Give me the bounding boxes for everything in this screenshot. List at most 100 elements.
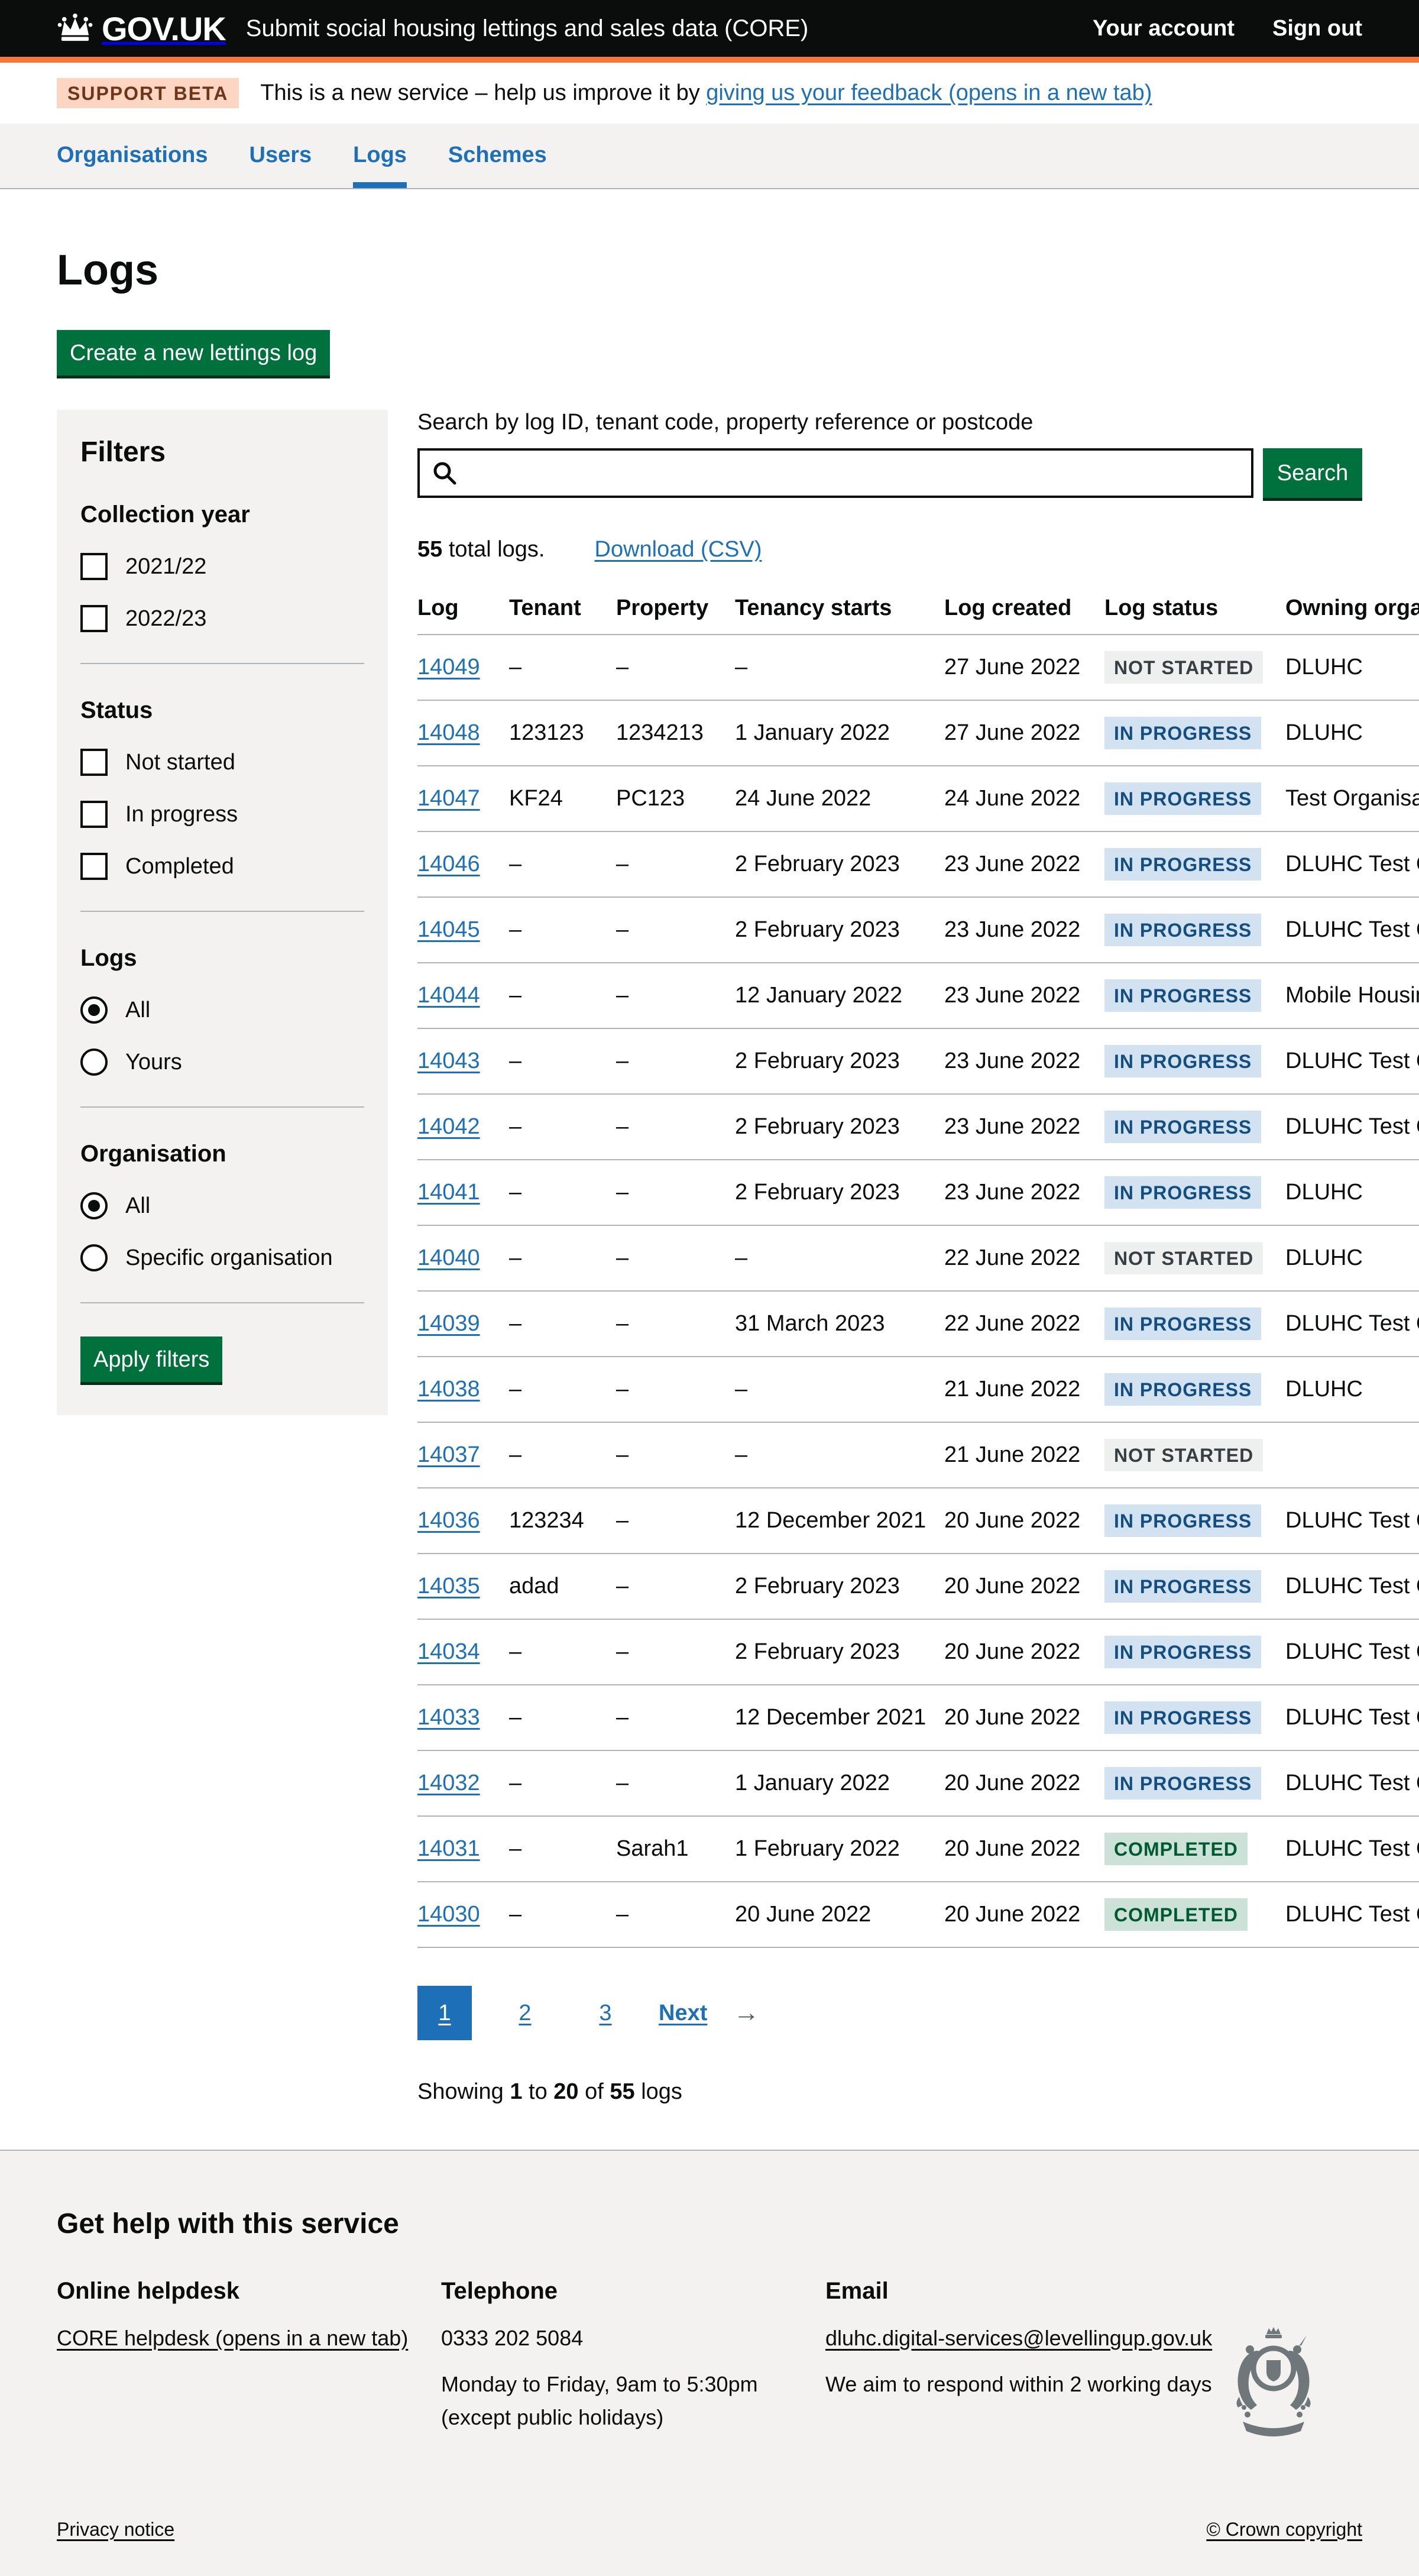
- log-id-link[interactable]: 14037: [417, 1442, 480, 1467]
- checkbox-icon[interactable]: [80, 853, 108, 880]
- pagination-page-2[interactable]: 2: [519, 2000, 532, 2025]
- checkbox-not-started[interactable]: Not started: [80, 749, 364, 776]
- property-cell: –: [616, 1094, 735, 1160]
- radio-organisation-specific[interactable]: Specific organisation: [80, 1244, 364, 1271]
- checkbox-completed[interactable]: Completed: [80, 853, 364, 880]
- checkbox-icon[interactable]: [80, 553, 108, 580]
- status-badge: In progress: [1104, 1767, 1262, 1800]
- table-row: 14035 adad – 2 February 2023 20 June 202…: [417, 1554, 1419, 1620]
- table-header-row: Log Tenant Property Tenancy starts Log c…: [417, 596, 1419, 635]
- checkbox-icon[interactable]: [80, 749, 108, 776]
- property-cell: PC123: [616, 766, 735, 832]
- your-account-link[interactable]: Your account: [1093, 15, 1235, 41]
- radio-logs-yours[interactable]: Yours: [80, 1048, 364, 1076]
- showing-text: of: [578, 2079, 610, 2104]
- log-id-link[interactable]: 14041: [417, 1180, 480, 1205]
- create-lettings-log-button[interactable]: Create a new lettings log: [57, 330, 331, 376]
- owning-organisation-cell: Mobile Housing Organisation: [1285, 963, 1419, 1029]
- checkbox-2021-22[interactable]: 2021/22: [80, 553, 364, 580]
- checkbox-2022-23[interactable]: 2022/23: [80, 605, 364, 632]
- core-helpdesk-link[interactable]: CORE helpdesk (opens in a new tab): [57, 2326, 409, 2350]
- log-id-link[interactable]: 14035: [417, 1574, 480, 1598]
- main-content: Logs Create a new lettings log Filters C…: [57, 189, 1419, 2105]
- log-id-link[interactable]: 14031: [417, 1836, 480, 1861]
- tenant-cell: –: [509, 635, 616, 701]
- log-id-link[interactable]: 14045: [417, 917, 480, 942]
- search-icon: [432, 460, 458, 489]
- radio-icon[interactable]: [80, 1244, 108, 1271]
- log-id-link[interactable]: 14034: [417, 1639, 480, 1664]
- privacy-notice-link[interactable]: Privacy notice: [57, 2519, 175, 2540]
- tenancy-starts-cell: 12 December 2021: [735, 1488, 944, 1554]
- nav-item-logs[interactable]: Logs: [353, 143, 407, 188]
- right-arrow-icon[interactable]: →: [733, 1998, 760, 2027]
- search-button[interactable]: Search: [1263, 448, 1362, 498]
- tenancy-starts-cell: 24 June 2022: [735, 766, 944, 832]
- tenancy-starts-cell: 2 February 2023: [735, 1619, 944, 1685]
- filter-divider: [80, 1106, 364, 1108]
- nav-item-organisations[interactable]: Organisations: [57, 143, 208, 167]
- pagination-next-link[interactable]: Next: [659, 2000, 708, 2025]
- tenant-cell: –: [509, 1028, 616, 1095]
- radio-icon-selected[interactable]: [80, 1192, 108, 1219]
- log-id-link[interactable]: 14032: [417, 1771, 480, 1795]
- govuk-logo-link[interactable]: GOV.UK: [57, 9, 226, 48]
- radio-logs-all[interactable]: All: [80, 996, 364, 1024]
- telephone-hours-note: (except public holidays): [441, 2405, 664, 2429]
- total-count: 55: [417, 537, 443, 562]
- feedback-link[interactable]: giving us your feedback (opens in a new …: [706, 80, 1152, 105]
- log-id-link[interactable]: 14047: [417, 786, 480, 811]
- service-name-link[interactable]: Submit social housing lettings and sales…: [245, 15, 809, 41]
- status-badge: In progress: [1104, 782, 1262, 815]
- log-id-link[interactable]: 14043: [417, 1048, 480, 1073]
- log-created-cell: 23 June 2022: [944, 831, 1104, 898]
- pagination-page-1[interactable]: 1: [417, 1986, 472, 2040]
- col-header-log-created: Log created: [944, 596, 1104, 635]
- sign-out-link[interactable]: Sign out: [1272, 15, 1362, 41]
- organisation-title: Organisation: [80, 1141, 226, 1167]
- crown-copyright-link[interactable]: © Crown copyright: [1206, 2519, 1362, 2540]
- filter-divider: [80, 911, 364, 912]
- collection-year-title: Collection year: [80, 501, 250, 528]
- radio-icon-selected[interactable]: [80, 996, 108, 1024]
- table-row: 14039 – – 31 March 2023 22 June 2022 In …: [417, 1291, 1419, 1357]
- log-id-link[interactable]: 14030: [417, 1902, 480, 1927]
- radio-icon[interactable]: [80, 1048, 108, 1076]
- property-cell: Sarah1: [616, 1816, 735, 1882]
- checkbox-icon[interactable]: [80, 605, 108, 632]
- property-cell: 1234213: [616, 700, 735, 766]
- footer-heading: Get help with this service: [57, 2208, 399, 2240]
- status-badge: Completed: [1104, 1833, 1248, 1865]
- log-id-link[interactable]: 14039: [417, 1311, 480, 1336]
- tenant-cell: –: [509, 1357, 616, 1423]
- checkbox-in-progress[interactable]: In progress: [80, 801, 364, 828]
- apply-filters-button[interactable]: Apply filters: [80, 1336, 223, 1382]
- log-id-link[interactable]: 14044: [417, 983, 480, 1008]
- email-link[interactable]: dluhc.digital-services@levellingup.gov.u…: [825, 2326, 1213, 2350]
- property-cell: –: [616, 1619, 735, 1685]
- log-id-link[interactable]: 14038: [417, 1377, 480, 1402]
- radio-label: All: [125, 1193, 151, 1218]
- download-csv-link[interactable]: Download (CSV): [594, 537, 762, 562]
- tenancy-starts-cell: 20 June 2022: [735, 1882, 944, 1948]
- log-id-link[interactable]: 14036: [417, 1508, 480, 1533]
- helpdesk-title: Online helpdesk: [57, 2278, 239, 2304]
- search-input[interactable]: [417, 448, 1253, 498]
- log-id-link[interactable]: 14049: [417, 655, 480, 679]
- checkbox-label: In progress: [125, 801, 238, 827]
- table-row: 14042 – – 2 February 2023 23 June 2022 I…: [417, 1094, 1419, 1160]
- log-id-link[interactable]: 14048: [417, 720, 480, 745]
- log-id-link[interactable]: 14042: [417, 1114, 480, 1139]
- owning-organisation-cell: [1285, 1422, 1419, 1488]
- radio-organisation-all[interactable]: All: [80, 1192, 364, 1219]
- radio-label: Specific organisation: [125, 1245, 333, 1270]
- checkbox-icon[interactable]: [80, 801, 108, 828]
- showing-text: logs: [634, 2079, 682, 2104]
- log-id-link[interactable]: 14046: [417, 852, 480, 876]
- nav-item-schemes[interactable]: Schemes: [448, 143, 547, 167]
- checkbox-label: Completed: [125, 853, 234, 879]
- pagination-page-3[interactable]: 3: [599, 2000, 612, 2025]
- nav-item-users[interactable]: Users: [249, 143, 312, 167]
- log-id-link[interactable]: 14033: [417, 1705, 480, 1730]
- log-id-link[interactable]: 14040: [417, 1245, 480, 1270]
